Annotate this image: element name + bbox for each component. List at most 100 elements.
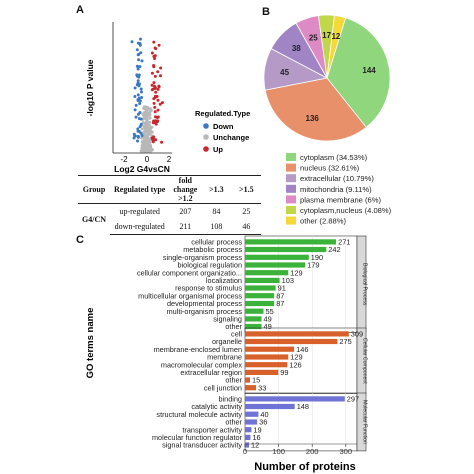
volcano-point-unchanged [149, 130, 153, 133]
volcano-point-unchanged [146, 146, 150, 150]
volcano-point-unchanged [147, 149, 151, 153]
volcano-point-up [153, 95, 157, 99]
volcano-point-unchanged [147, 147, 150, 151]
table-header: fold change >1.2 [169, 175, 202, 204]
volcano-point-down [140, 134, 144, 138]
volcano-point-down [138, 42, 142, 45]
volcano-point-down [135, 48, 139, 52]
volcano-point-unchanged [142, 146, 146, 150]
volcano-point-unchanged [148, 120, 152, 124]
volcano-point-unchanged [147, 148, 150, 151]
volcano-point-up [153, 105, 157, 109]
go-x-axis-label: Number of proteins [254, 461, 355, 473]
volcano-point-unchanged [144, 109, 148, 113]
volcano-point-unchanged [147, 125, 151, 129]
volcano-point-up [157, 85, 161, 89]
volcano-point-unchanged [140, 147, 144, 151]
go-category-label: metabolic process [183, 245, 242, 254]
pie-slice-label: 144 [362, 66, 376, 75]
go-bar-value: 15 [252, 376, 260, 385]
volcano-point-unchanged [145, 149, 148, 153]
volcano-point-unchanged [144, 139, 148, 142]
volcano-point-unchanged [146, 144, 149, 148]
volcano-point-up [150, 136, 154, 140]
volcano-point-down [140, 90, 143, 94]
volcano-y-label: -log10 P value [85, 59, 95, 116]
volcano-point-unchanged [141, 112, 145, 116]
volcano-point-unchanged [142, 117, 146, 121]
volcano-point-up [155, 120, 159, 124]
volcano-point-unchanged [148, 113, 152, 117]
volcano-point-up [157, 43, 161, 47]
volcano-point-unchanged [146, 147, 150, 150]
volcano-point-unchanged [140, 127, 144, 131]
volcano-point-unchanged [144, 107, 147, 111]
table-cell: 211 [169, 219, 202, 235]
volcano-point-unchanged [144, 145, 147, 149]
volcano-point-unchanged [148, 145, 152, 149]
volcano-point-up [150, 71, 154, 75]
volcano-point-unchanged [149, 137, 153, 141]
volcano-point-unchanged [145, 129, 149, 132]
volcano-point-unchanged [146, 149, 150, 153]
volcano-point-unchanged [148, 139, 152, 143]
pie-slice-label: 136 [306, 114, 320, 123]
volcano-point-unchanged [147, 146, 151, 150]
volcano-point-unchanged [143, 105, 147, 109]
go-category-label: developmental process [167, 299, 242, 308]
volcano-point-down [136, 81, 140, 85]
volcano-point-unchanged [144, 149, 148, 153]
volcano-point-up [151, 121, 155, 125]
volcano-point-unchanged [142, 139, 146, 143]
go-bar-value: 297 [347, 395, 359, 404]
go-group-frame [244, 327, 358, 394]
go-bar-value: 271 [338, 237, 350, 246]
volcano-point-unchanged [143, 141, 147, 145]
volcano-point-up [156, 119, 160, 123]
volcano-point-unchanged [146, 148, 150, 152]
volcano-point-down [140, 96, 144, 99]
volcano-point-down [138, 99, 142, 103]
volcano-point-up [157, 84, 161, 88]
volcano-point-down [138, 65, 142, 69]
volcano-point-unchanged [148, 132, 152, 135]
volcano-point-unchanged [148, 116, 152, 120]
volcano-point-unchanged [142, 130, 146, 134]
volcano-point-up [153, 46, 157, 50]
go-bar-value: 146 [296, 345, 308, 354]
volcano-point-unchanged [148, 144, 152, 147]
go-group-strip [356, 392, 367, 452]
pie-legend-swatch [286, 184, 296, 193]
volcano-point-unchanged [149, 148, 153, 152]
volcano-point-up [150, 83, 154, 87]
volcano-point-unchanged [143, 133, 147, 137]
volcano-point-up [154, 119, 158, 123]
volcano-point-unchanged [144, 147, 148, 151]
go-category-label: transporter activity [182, 425, 242, 434]
pie-slice [317, 14, 335, 79]
volcano-point-up [152, 64, 156, 67]
pie-slice [264, 77, 367, 142]
volcano-point-unchanged [146, 148, 149, 152]
volcano-point-down [138, 102, 142, 105]
volcano-point-unchanged [146, 122, 149, 125]
pie-legend-label: extracellular (10.79%) [300, 174, 374, 183]
pie-legend-swatch [286, 163, 296, 172]
volcano-x-label: Log2 G4vsCN [114, 164, 170, 174]
go-x-tick-label: 100 [272, 447, 285, 456]
legend-down-label: Down [213, 122, 234, 131]
volcano-point-down [133, 108, 137, 112]
volcano-point-unchanged [140, 149, 144, 153]
go-category-label: other [225, 322, 242, 331]
volcano-point-unchanged [143, 146, 147, 150]
volcano-point-unchanged [142, 149, 146, 153]
volcano-point-up [159, 74, 162, 78]
go-bar [245, 277, 280, 283]
volcano-point-unchanged [147, 149, 151, 153]
volcano-point-unchanged [148, 146, 151, 150]
pie-slice [326, 17, 391, 128]
volcano-point-unchanged [146, 131, 149, 134]
volcano-point-unchanged [146, 149, 150, 153]
go-bar-value: 126 [289, 360, 301, 369]
volcano-point-down [139, 131, 143, 135]
